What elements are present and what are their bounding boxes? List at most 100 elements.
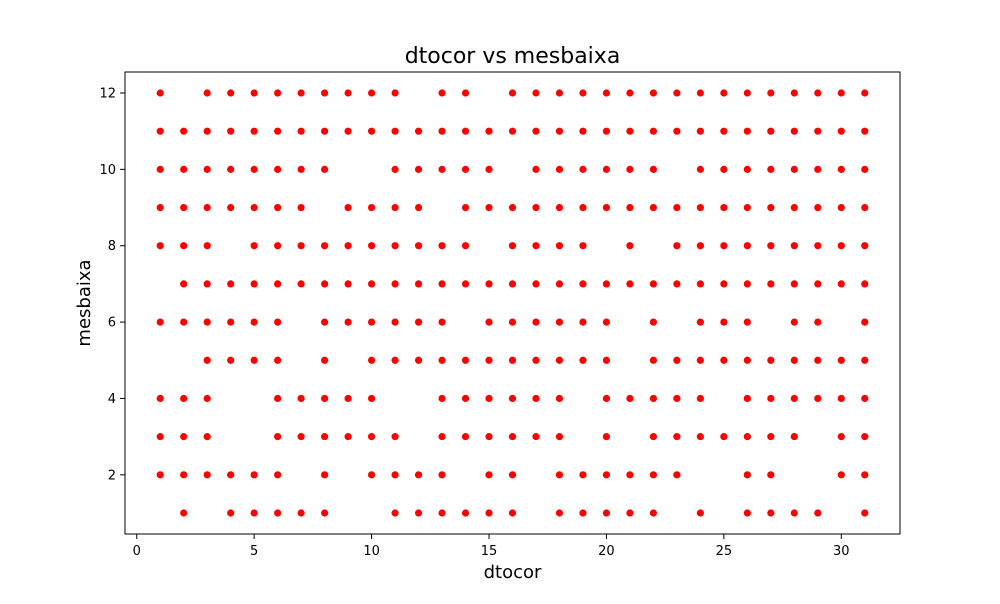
data-point bbox=[203, 242, 211, 250]
data-point bbox=[438, 356, 446, 364]
data-point bbox=[861, 356, 869, 364]
data-point bbox=[696, 509, 704, 517]
data-point bbox=[649, 356, 658, 364]
data-point bbox=[837, 242, 845, 250]
data-point bbox=[274, 280, 282, 288]
data-point bbox=[227, 471, 235, 479]
data-point bbox=[156, 89, 164, 97]
data-point bbox=[461, 165, 470, 173]
data-point bbox=[673, 89, 681, 97]
data-point bbox=[508, 318, 517, 326]
data-point bbox=[837, 433, 845, 441]
data-point bbox=[367, 318, 376, 326]
data-point bbox=[696, 165, 704, 173]
data-point bbox=[837, 89, 845, 97]
data-point bbox=[861, 471, 869, 479]
data-point bbox=[508, 356, 517, 364]
data-point bbox=[274, 318, 282, 326]
data-point bbox=[602, 203, 611, 212]
data-point bbox=[720, 433, 728, 441]
data-point bbox=[837, 165, 845, 173]
data-point bbox=[720, 318, 728, 326]
data-point bbox=[344, 242, 352, 250]
data-point bbox=[790, 242, 798, 250]
data-point bbox=[743, 433, 751, 441]
data-point bbox=[203, 280, 211, 288]
data-point bbox=[649, 509, 658, 517]
data-point bbox=[861, 127, 869, 135]
data-point bbox=[414, 318, 423, 326]
data-point bbox=[250, 471, 258, 479]
data-point bbox=[743, 318, 751, 326]
data-point bbox=[508, 242, 517, 250]
data-point bbox=[532, 394, 540, 403]
data-point bbox=[508, 394, 517, 403]
data-point bbox=[391, 433, 399, 441]
data-point bbox=[696, 127, 704, 135]
data-point bbox=[227, 280, 235, 288]
data-point bbox=[297, 203, 305, 212]
plot-area-frame bbox=[124, 71, 901, 535]
data-point bbox=[321, 433, 329, 441]
data-point bbox=[532, 318, 540, 326]
data-point bbox=[861, 433, 869, 441]
data-point bbox=[649, 471, 658, 479]
data-point bbox=[461, 203, 470, 212]
data-point bbox=[461, 280, 470, 288]
data-point bbox=[861, 318, 869, 326]
data-point bbox=[438, 509, 446, 517]
data-point bbox=[696, 318, 704, 326]
data-point bbox=[532, 356, 540, 364]
data-point bbox=[321, 89, 329, 97]
data-point bbox=[461, 89, 470, 97]
data-point bbox=[649, 127, 658, 135]
y-tick-label: 4 bbox=[108, 392, 116, 407]
data-point bbox=[790, 394, 798, 403]
data-point bbox=[814, 165, 822, 173]
data-point bbox=[203, 394, 211, 403]
data-point bbox=[720, 89, 728, 97]
data-point bbox=[579, 471, 587, 479]
data-point bbox=[180, 394, 188, 403]
data-point bbox=[297, 394, 305, 403]
data-point bbox=[743, 471, 751, 479]
x-tick-label: 5 bbox=[250, 544, 258, 559]
x-axis: 0 5 10 15 20 25 30 bbox=[133, 534, 850, 559]
y-tick-label: 8 bbox=[108, 239, 116, 254]
data-point bbox=[227, 356, 235, 364]
data-point bbox=[579, 242, 587, 250]
data-point bbox=[720, 356, 728, 364]
data-point bbox=[321, 471, 329, 479]
data-point bbox=[720, 127, 728, 135]
data-point bbox=[790, 127, 798, 135]
data-point bbox=[438, 318, 446, 326]
data-point bbox=[579, 127, 587, 135]
data-point bbox=[321, 356, 329, 364]
data-point bbox=[250, 242, 258, 250]
data-point bbox=[767, 471, 775, 479]
data-point bbox=[743, 280, 751, 288]
data-point bbox=[555, 433, 564, 441]
data-point bbox=[767, 242, 775, 250]
data-point bbox=[696, 280, 704, 288]
data-point bbox=[321, 280, 329, 288]
data-point bbox=[461, 433, 470, 441]
data-point bbox=[203, 165, 211, 173]
x-tick-label: 30 bbox=[833, 544, 850, 559]
data-point bbox=[626, 203, 634, 212]
data-point bbox=[461, 127, 470, 135]
data-point bbox=[391, 509, 399, 517]
data-point bbox=[508, 89, 517, 97]
data-point bbox=[321, 242, 329, 250]
x-tick-label: 10 bbox=[363, 544, 380, 559]
data-point bbox=[837, 280, 845, 288]
data-point bbox=[767, 433, 775, 441]
data-point bbox=[367, 356, 376, 364]
data-point bbox=[532, 165, 540, 173]
data-point bbox=[626, 165, 634, 173]
data-point bbox=[367, 242, 376, 250]
data-point bbox=[414, 280, 423, 288]
data-point bbox=[344, 318, 352, 326]
data-point bbox=[297, 89, 305, 97]
